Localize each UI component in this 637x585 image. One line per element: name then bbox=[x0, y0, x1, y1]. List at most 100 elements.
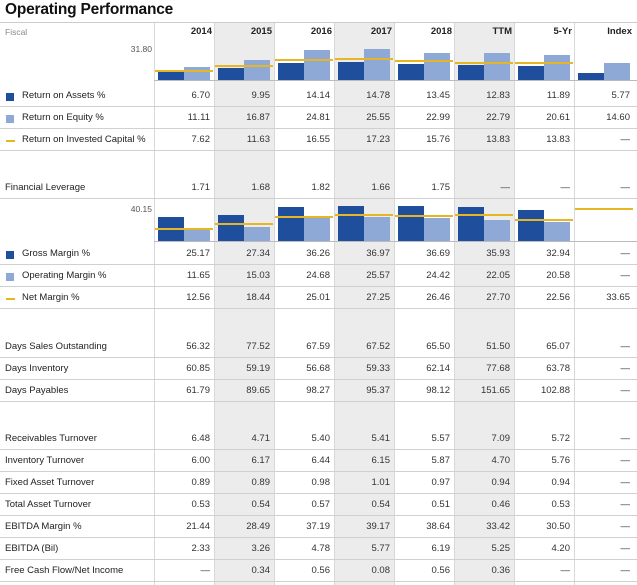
row-value: 59.19 bbox=[246, 363, 270, 374]
row-label: Return on Equity % bbox=[22, 112, 104, 123]
bar-return-on-assets-2014 bbox=[158, 71, 184, 80]
row-value: — bbox=[560, 565, 571, 576]
row-value: 0.54 bbox=[251, 499, 271, 510]
row-label: Inventory Turnover bbox=[5, 455, 85, 466]
column-header: 2016 bbox=[310, 26, 332, 37]
row-value: 5.77 bbox=[371, 543, 391, 554]
row-value: 5.40 bbox=[311, 433, 331, 444]
row-label: EBITDA (Bil) bbox=[5, 543, 59, 554]
row-value: 14.14 bbox=[306, 90, 330, 101]
row-value: 1.66 bbox=[371, 182, 391, 193]
row-label: Days Inventory bbox=[5, 363, 69, 374]
row-value: 4.78 bbox=[311, 543, 331, 554]
row-value: — bbox=[620, 499, 631, 510]
row-value: 6.19 bbox=[431, 543, 451, 554]
line-marker-net-margin-5-Yr bbox=[515, 218, 573, 221]
row-value: 5.57 bbox=[431, 433, 451, 444]
row-label: Days Payables bbox=[5, 385, 69, 396]
row-value: 102.88 bbox=[540, 385, 570, 396]
row-value: 3.26 bbox=[251, 543, 271, 554]
bar-return-on-assets-Index bbox=[578, 73, 604, 80]
column-header: 2017 bbox=[370, 26, 392, 37]
row-value: 35.93 bbox=[486, 248, 510, 259]
column-header: 2015 bbox=[250, 26, 272, 37]
row-value: 65.07 bbox=[546, 341, 570, 352]
row-value: 39.17 bbox=[366, 521, 390, 532]
row-value: 98.27 bbox=[306, 385, 330, 396]
row-label: Financial Leverage bbox=[5, 182, 86, 193]
bar-return-on-assets-2018 bbox=[398, 63, 424, 80]
row-value: 11.63 bbox=[246, 134, 270, 145]
row-value: 0.98 bbox=[311, 477, 331, 488]
line-marker-return-on-invested-capital-2015 bbox=[215, 65, 273, 68]
row-value: — bbox=[620, 385, 631, 396]
legend-swatch-line bbox=[6, 140, 15, 142]
legend-swatch-dark bbox=[6, 93, 14, 101]
row-value: 27.70 bbox=[486, 292, 510, 303]
row-value: — bbox=[620, 248, 631, 259]
row-divider bbox=[0, 264, 637, 265]
row-divider bbox=[0, 401, 637, 402]
row-label: Receivables Turnover bbox=[5, 433, 97, 444]
row-label: Return on Assets % bbox=[22, 90, 106, 101]
row-value: 24.81 bbox=[306, 112, 330, 123]
column-divider bbox=[334, 22, 335, 585]
row-value: 9.95 bbox=[251, 90, 271, 101]
row-value: 38.64 bbox=[426, 521, 450, 532]
chart-axis-max-label: 40.15 bbox=[130, 204, 152, 214]
column-divider bbox=[574, 22, 575, 585]
legend-swatch-line bbox=[6, 298, 15, 300]
row-value: 12.56 bbox=[186, 292, 210, 303]
bar-gross-margin-5-Yr bbox=[518, 209, 544, 241]
row-value: 13.83 bbox=[546, 134, 570, 145]
bar-gross-margin-2016 bbox=[278, 206, 304, 241]
row-divider bbox=[0, 493, 637, 494]
chart-baseline bbox=[154, 241, 637, 242]
row-value: 20.61 bbox=[546, 112, 570, 123]
row-value: — bbox=[620, 477, 631, 488]
row-value: 13.45 bbox=[426, 90, 450, 101]
row-value: 0.53 bbox=[191, 499, 211, 510]
bar-return-on-equity-TTM bbox=[484, 52, 510, 80]
chart-baseline bbox=[154, 80, 637, 81]
row-label: Fixed Asset Turnover bbox=[5, 477, 95, 488]
row-divider bbox=[0, 379, 637, 380]
row-value: 67.59 bbox=[306, 341, 330, 352]
row-divider bbox=[0, 286, 637, 287]
row-value: 36.26 bbox=[306, 248, 330, 259]
row-label: EBITDA Margin % bbox=[5, 521, 82, 532]
row-value: 27.34 bbox=[246, 248, 270, 259]
row-value: 95.37 bbox=[366, 385, 390, 396]
line-marker-return-on-invested-capital-2016 bbox=[275, 59, 333, 62]
row-value: 6.48 bbox=[191, 433, 211, 444]
row-value: 27.25 bbox=[366, 292, 390, 303]
row-value: 13.83 bbox=[486, 134, 510, 145]
bar-return-on-assets-2015 bbox=[218, 68, 244, 80]
row-value: 25.01 bbox=[306, 292, 330, 303]
row-value: 151.65 bbox=[480, 385, 510, 396]
row-value: 0.97 bbox=[431, 477, 451, 488]
row-value: 25.57 bbox=[366, 270, 390, 281]
line-marker-net-margin-2016 bbox=[275, 216, 333, 219]
row-value: 0.51 bbox=[431, 499, 451, 510]
row-value: 60.85 bbox=[186, 363, 210, 374]
row-value: 15.03 bbox=[246, 270, 270, 281]
row-value: 22.05 bbox=[486, 270, 510, 281]
row-value: 14.78 bbox=[366, 90, 390, 101]
line-marker-return-on-invested-capital-2014 bbox=[155, 69, 213, 72]
row-value: 11.89 bbox=[546, 90, 570, 101]
line-marker-return-on-invested-capital-2018 bbox=[395, 60, 453, 63]
row-value: 0.56 bbox=[311, 565, 331, 576]
row-value: 16.87 bbox=[246, 112, 270, 123]
row-value: — bbox=[620, 182, 631, 193]
bar-operating-margin-2017 bbox=[364, 216, 390, 241]
row-value: — bbox=[200, 565, 211, 576]
row-label: Total Asset Turnover bbox=[5, 499, 92, 510]
bar-operating-margin-2015 bbox=[244, 226, 270, 241]
row-value: 36.97 bbox=[366, 248, 390, 259]
column-header: Index bbox=[607, 26, 632, 37]
bar-return-on-assets-2016 bbox=[278, 63, 304, 80]
row-value: 17.23 bbox=[366, 134, 390, 145]
row-divider bbox=[0, 449, 637, 450]
row-label: Operating Margin % bbox=[22, 270, 107, 281]
